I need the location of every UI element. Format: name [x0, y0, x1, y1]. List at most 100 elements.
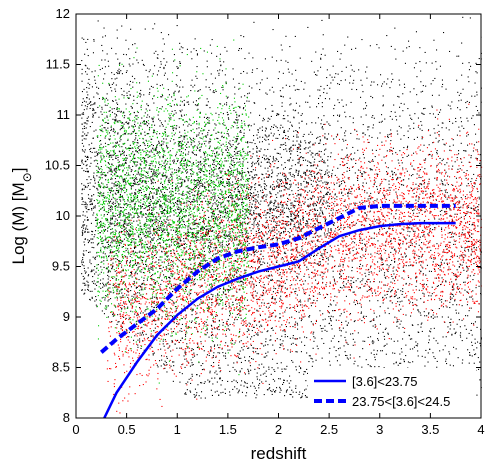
- scatter-point: [82, 253, 84, 255]
- scatter-point: [140, 240, 142, 242]
- scatter-point: [323, 115, 325, 117]
- scatter-point: [181, 115, 183, 117]
- scatter-point: [413, 88, 415, 90]
- scatter-point: [277, 367, 279, 369]
- scatter-point: [340, 275, 342, 277]
- scatter-point: [239, 350, 241, 352]
- scatter-point: [390, 140, 392, 142]
- scatter-point: [329, 317, 331, 319]
- scatter-point: [359, 263, 361, 265]
- scatter-point: [116, 323, 118, 325]
- scatter-point: [128, 331, 130, 333]
- scatter-point: [101, 207, 103, 209]
- scatter-point: [423, 293, 425, 295]
- scatter-point: [441, 86, 443, 88]
- scatter-point: [199, 193, 201, 195]
- scatter-point: [187, 226, 189, 228]
- scatter-point: [148, 198, 150, 200]
- scatter-point: [172, 160, 174, 162]
- scatter-point: [342, 195, 344, 197]
- scatter-point: [401, 277, 403, 279]
- scatter-point: [105, 121, 107, 123]
- scatter-point: [171, 316, 173, 318]
- scatter-point: [169, 291, 171, 293]
- scatter-point: [413, 122, 415, 124]
- scatter-point: [142, 180, 144, 182]
- scatter-point: [131, 295, 133, 297]
- scatter-point: [392, 270, 394, 272]
- scatter-point: [189, 161, 191, 163]
- scatter-point: [88, 144, 90, 146]
- scatter-point: [239, 267, 241, 269]
- scatter-point: [135, 51, 137, 53]
- scatter-point: [305, 174, 307, 176]
- scatter-point: [405, 265, 407, 267]
- scatter-point: [391, 289, 393, 291]
- scatter-point: [213, 352, 215, 354]
- scatter-point: [152, 251, 154, 253]
- scatter-point: [460, 336, 462, 338]
- scatter-point: [443, 251, 445, 253]
- scatter-point: [191, 373, 193, 375]
- scatter-point: [441, 259, 443, 261]
- scatter-point: [256, 147, 258, 149]
- scatter-point: [103, 192, 105, 194]
- scatter-point: [250, 157, 252, 159]
- scatter-point: [264, 344, 266, 346]
- scatter-point: [307, 152, 309, 154]
- scatter-point: [86, 73, 88, 75]
- scatter-point: [156, 152, 158, 154]
- scatter-point: [234, 86, 236, 88]
- scatter-point: [460, 92, 462, 94]
- scatter-point: [186, 48, 188, 50]
- scatter-point: [364, 272, 366, 274]
- scatter-point: [134, 243, 136, 245]
- scatter-point: [138, 279, 140, 281]
- scatter-point: [223, 292, 225, 294]
- scatter-point: [301, 318, 303, 320]
- scatter-point: [293, 85, 295, 87]
- scatter-point: [376, 252, 378, 254]
- scatter-point: [201, 391, 203, 393]
- scatter-point: [115, 90, 117, 92]
- scatter-point: [279, 388, 281, 390]
- scatter-point: [140, 244, 142, 246]
- scatter-point: [240, 340, 242, 342]
- scatter-point: [130, 274, 132, 276]
- scatter-point: [221, 222, 223, 224]
- scatter-point: [399, 353, 401, 355]
- scatter-point: [160, 61, 162, 63]
- scatter-point: [103, 260, 105, 262]
- scatter-point: [452, 144, 454, 146]
- scatter-point: [275, 315, 277, 317]
- scatter-point: [272, 156, 274, 158]
- scatter-point: [262, 261, 264, 263]
- scatter-point: [408, 178, 410, 180]
- scatter-point: [253, 177, 255, 179]
- scatter-point: [111, 321, 113, 323]
- scatter-point: [261, 381, 263, 383]
- scatter-point: [184, 393, 186, 395]
- scatter-point: [286, 307, 288, 309]
- scatter-point: [236, 361, 238, 363]
- scatter-point: [275, 125, 277, 127]
- scatter-point: [226, 212, 228, 214]
- scatter-point: [144, 134, 146, 136]
- scatter-point: [341, 149, 343, 151]
- scatter-point: [184, 149, 186, 151]
- scatter-point: [279, 343, 281, 345]
- scatter-point: [217, 352, 219, 354]
- scatter-point: [121, 326, 123, 328]
- scatter-point: [219, 198, 221, 200]
- scatter-point: [427, 233, 429, 235]
- scatter-point: [250, 286, 252, 288]
- scatter-point: [434, 218, 436, 220]
- scatter-point: [472, 115, 474, 117]
- scatter-point: [89, 182, 91, 184]
- scatter-point: [101, 171, 103, 173]
- scatter-point: [84, 231, 86, 233]
- scatter-point: [83, 265, 85, 267]
- scatter-point: [309, 95, 311, 97]
- scatter-point: [179, 61, 181, 63]
- scatter-point: [94, 112, 96, 114]
